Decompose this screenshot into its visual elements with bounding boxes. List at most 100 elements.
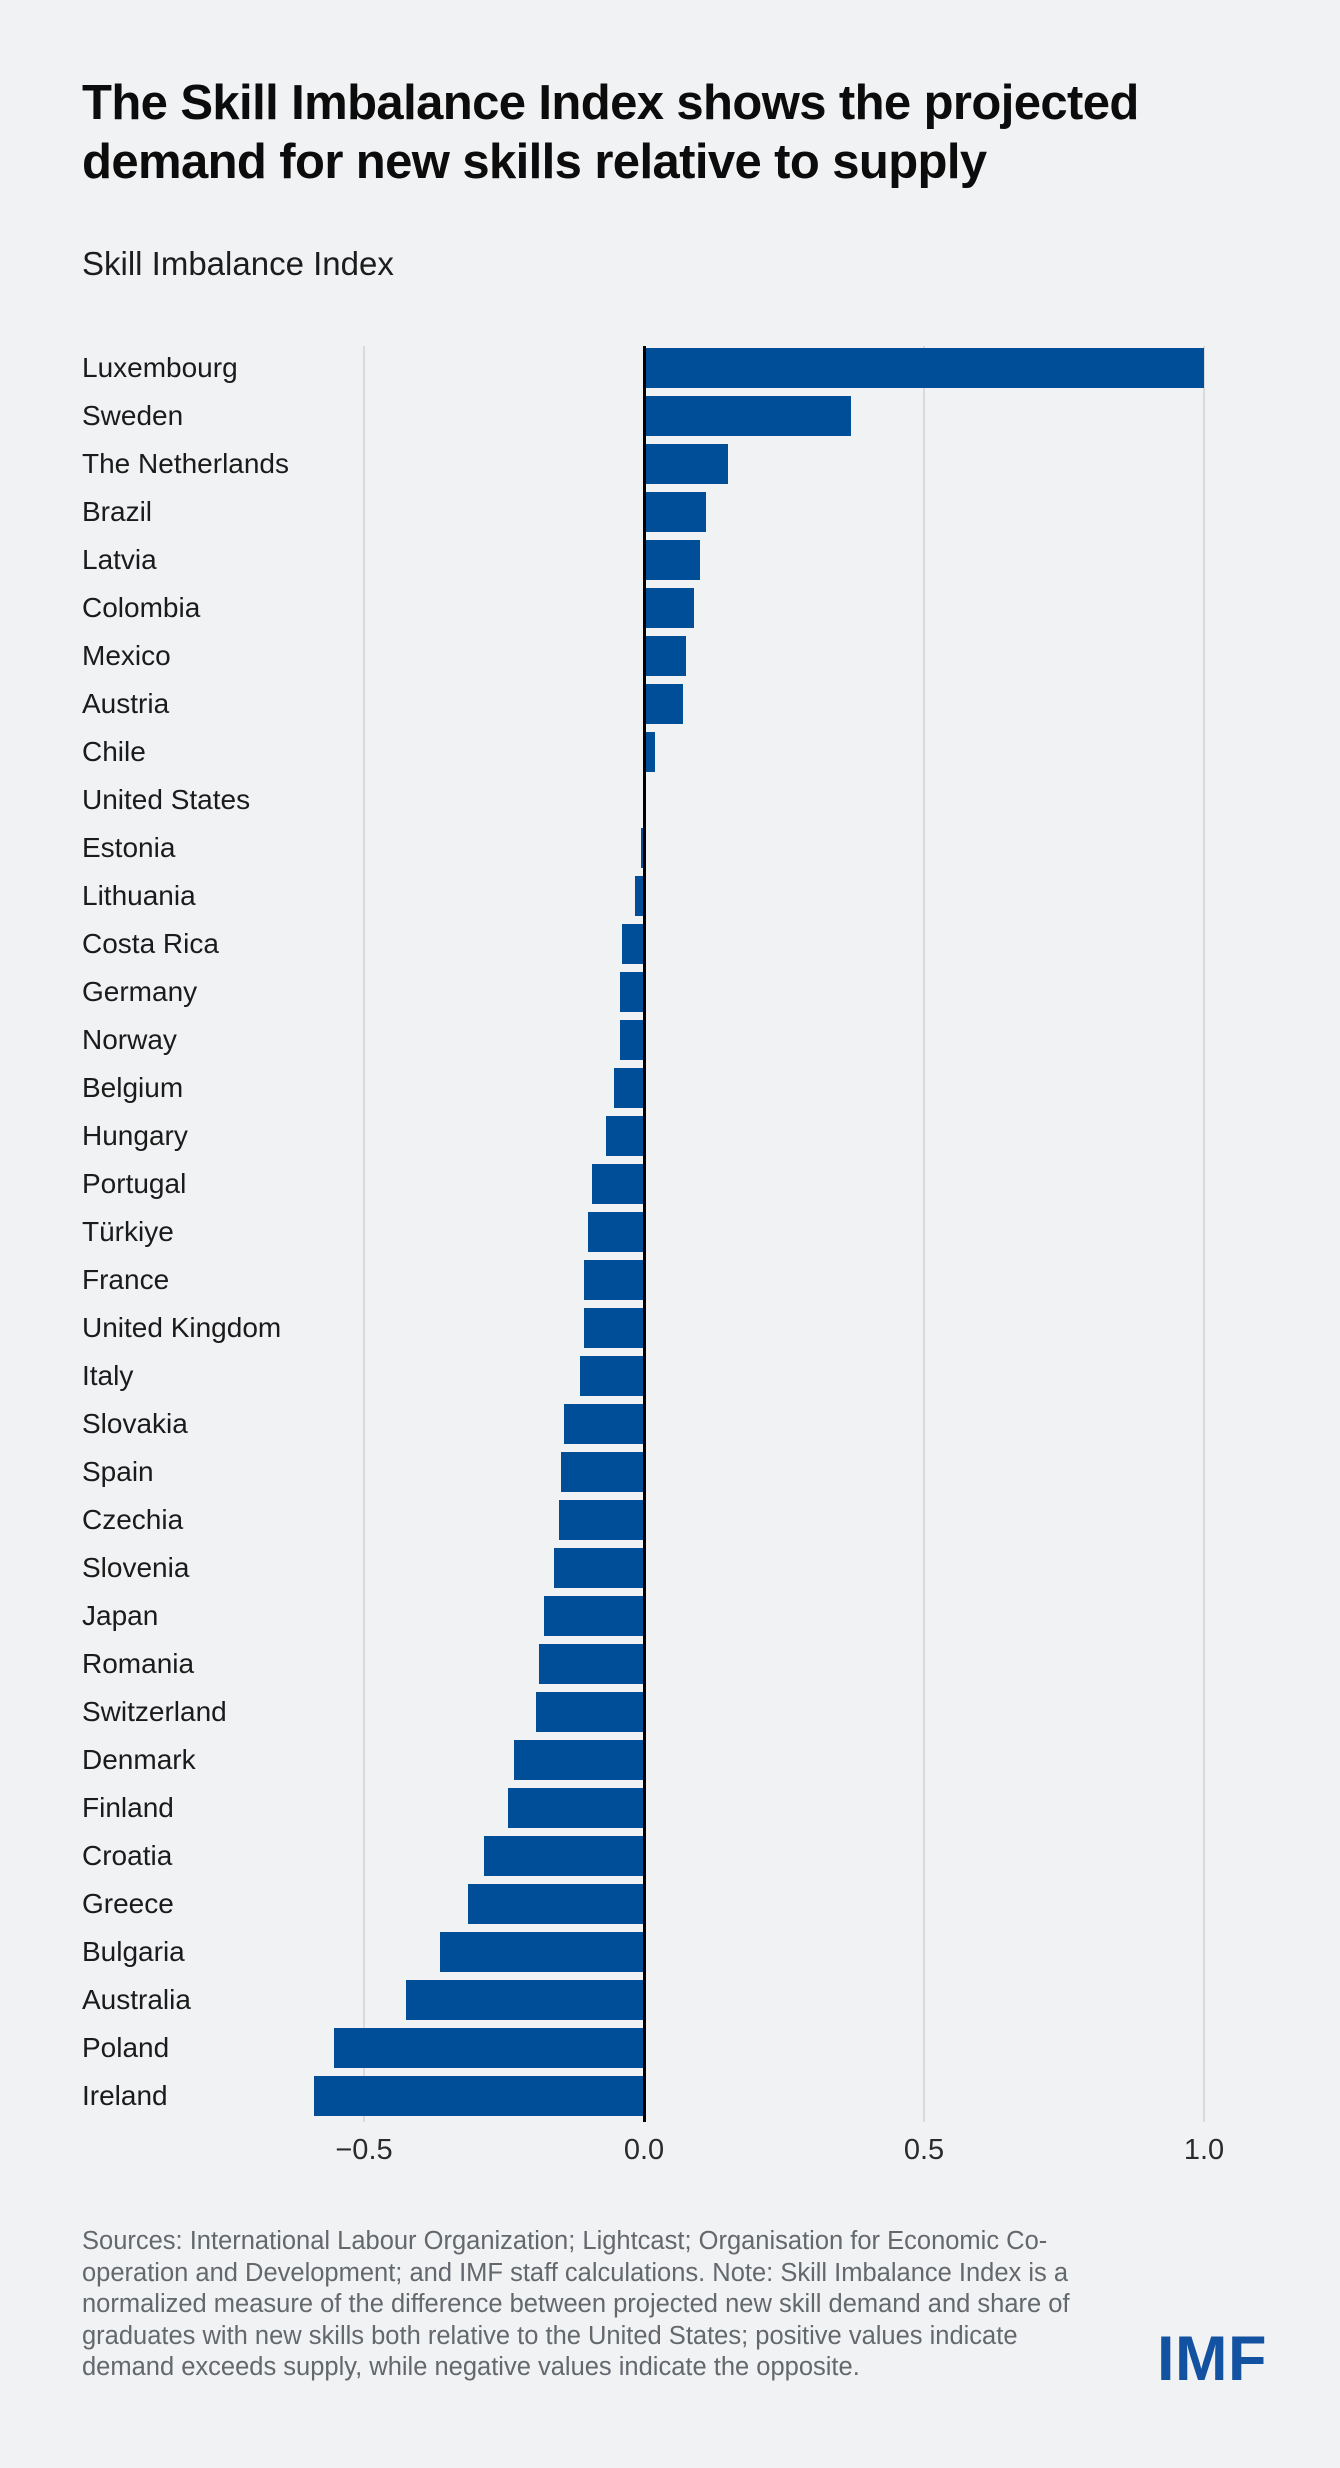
bar-luxembourg (644, 348, 1204, 388)
bar-croatia (483, 1836, 644, 1876)
bar-row-czechia: Czechia (0, 1496, 1340, 1544)
bar-greece (468, 1884, 644, 1924)
bar-row-estonia: Estonia (0, 824, 1340, 872)
source-note: Sources: International Labour Organizati… (82, 2226, 1182, 2384)
country-label: United Kingdom (82, 1312, 282, 1343)
country-label: Norway (82, 1024, 177, 1055)
country-label: Portugal (82, 1168, 187, 1199)
bar-row-hungary: Hungary (0, 1112, 1340, 1160)
bar-row-japan: Japan (0, 1592, 1340, 1640)
bar-germany (619, 972, 644, 1012)
x-tick-label: 0.0 (623, 2134, 665, 2166)
country-label: Ireland (82, 2080, 168, 2111)
bar-chile (644, 732, 656, 772)
bar-finland (507, 1788, 644, 1828)
source-note-line: graduates with new skills both relative … (82, 2321, 1018, 2350)
country-label: Chile (82, 736, 146, 767)
bar-united-kingdom (584, 1308, 644, 1348)
country-label: Greece (82, 1888, 174, 1919)
x-tick-label: 1.0 (1183, 2134, 1225, 2166)
bar-mexico (644, 636, 686, 676)
bar-slovakia (564, 1404, 644, 1444)
bar-sweden (644, 396, 852, 436)
country-label: Hungary (82, 1120, 188, 1151)
country-label: Austria (82, 688, 170, 719)
country-label: Slovakia (82, 1408, 188, 1439)
country-label: Poland (82, 2032, 170, 2063)
country-label: Denmark (82, 1744, 196, 1775)
bar-row-croatia: Croatia (0, 1832, 1340, 1880)
gridline-1.0 (1203, 346, 1205, 2122)
country-label: Slovenia (82, 1552, 190, 1583)
bar-spain (560, 1452, 644, 1492)
country-label: United States (82, 784, 251, 815)
country-label: Japan (82, 1600, 159, 1631)
bar-costa-rica (621, 924, 644, 964)
country-label: Finland (82, 1792, 174, 1823)
chart-title: The Skill Imbalance Index shows the proj… (82, 74, 1139, 192)
gridline-−0.5 (363, 346, 365, 2122)
bar-norway (619, 1020, 644, 1060)
country-label: Luxembourg (82, 352, 238, 383)
country-label: Belgium (82, 1072, 184, 1103)
country-label: Australia (82, 1984, 191, 2015)
country-label: Latvia (82, 544, 157, 575)
bar-türkiye (588, 1212, 644, 1252)
bar-row-brazil: Brazil (0, 488, 1340, 536)
bar-hungary (606, 1116, 644, 1156)
bar-australia (406, 1980, 644, 2020)
country-label: Mexico (82, 640, 171, 671)
axis-title: Skill Imbalance Index (82, 245, 394, 282)
country-label: Türkiye (82, 1216, 174, 1247)
country-label: Sweden (82, 400, 184, 431)
country-label: Germany (82, 976, 198, 1007)
bar-row-france: France (0, 1256, 1340, 1304)
x-tick-label: −0.5 (335, 2134, 393, 2166)
bar-row-ireland: Ireland (0, 2072, 1340, 2120)
bar-row-luxembourg: Luxembourg (0, 344, 1340, 392)
bar-row-norway: Norway (0, 1016, 1340, 1064)
bar-row-finland: Finland (0, 1784, 1340, 1832)
country-label: Croatia (82, 1840, 173, 1871)
country-label: Romania (82, 1648, 195, 1679)
source-note-line: demand exceeds supply, while negative va… (82, 2353, 860, 2382)
bar-row-spain: Spain (0, 1448, 1340, 1496)
country-label: Lithuania (82, 880, 196, 911)
bar-czechia (559, 1500, 644, 1540)
bar-row-greece: Greece (0, 1880, 1340, 1928)
bar-colombia (644, 588, 695, 628)
bar-switzerland (536, 1692, 644, 1732)
country-label: Brazil (82, 496, 153, 527)
chart-title-line2: demand for new skills relative to supply (82, 135, 987, 189)
bar-ireland (313, 2076, 644, 2116)
bar-romania (538, 1644, 644, 1684)
bar-row-sweden: Sweden (0, 392, 1340, 440)
bar-the-netherlands (644, 444, 728, 484)
bar-portugal (591, 1164, 644, 1204)
bar-row-türkiye: Türkiye (0, 1208, 1340, 1256)
bar-row-poland: Poland (0, 2024, 1340, 2072)
country-label: The Netherlands (82, 448, 290, 479)
bar-row-latvia: Latvia (0, 536, 1340, 584)
bar-row-united-states: United States (0, 776, 1340, 824)
bar-row-lithuania: Lithuania (0, 872, 1340, 920)
bar-row-italy: Italy (0, 1352, 1340, 1400)
source-note-line: operation and Development; and IMF staff… (82, 2258, 1069, 2287)
bar-row-switzerland: Switzerland (0, 1688, 1340, 1736)
bar-denmark (513, 1740, 644, 1780)
country-label: Spain (82, 1456, 154, 1487)
bar-row-germany: Germany (0, 968, 1340, 1016)
bar-row-united-kingdom: United Kingdom (0, 1304, 1340, 1352)
bar-lithuania (635, 876, 644, 916)
bar-row-chile: Chile (0, 728, 1340, 776)
chart-title-line1: The Skill Imbalance Index shows the proj… (82, 76, 1139, 130)
bar-japan (544, 1596, 644, 1636)
bar-brazil (644, 492, 706, 532)
bar-row-slovakia: Slovakia (0, 1400, 1340, 1448)
bar-bulgaria (440, 1932, 644, 1972)
country-label: France (82, 1264, 170, 1295)
bar-row-romania: Romania (0, 1640, 1340, 1688)
source-note-line: Sources: International Labour Organizati… (82, 2227, 1048, 2255)
bar-italy (579, 1356, 644, 1396)
